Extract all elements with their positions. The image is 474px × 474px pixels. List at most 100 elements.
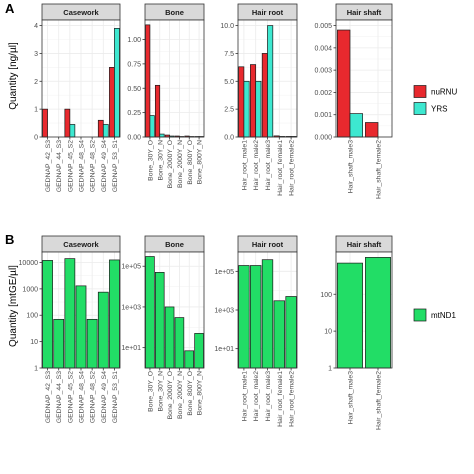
x-tick-label: Hair_root_female2 [289,140,296,196]
facet-title: Bone [165,240,184,249]
y-tick-label: 0.003 [314,68,332,75]
x-tick-label: Bone_800Y_O [187,371,194,416]
x-tick-label: GEDNAP_44_S3 [56,371,63,423]
x-tick-label: GEDNAP_53_S1 [112,140,119,192]
x-tick-label: GEDNAP_45_S2 [67,140,74,192]
panel-border [144,19,205,138]
bar-yrs-7 [114,28,120,138]
bar-yrs-3 [69,124,76,138]
bar-mtnd1-2 [154,272,165,369]
bar-mtnd1-5 [184,350,195,369]
bar-mtnd1-2 [250,265,262,369]
bar-yrs-6 [102,124,109,138]
y-tick-label: 1 [328,366,332,373]
bar-nurnu-1 [145,24,151,138]
x-tick-label: Hair_shaft_male3 [348,371,355,424]
y-tick-label: 0.0 [224,135,234,142]
bar-yrs-2 [159,133,165,138]
y-tick-label: 100 [320,292,332,299]
bar-mtnd1-7 [109,259,120,369]
x-tick-label: Hair_shaft_male3 [348,140,355,193]
bar-yrs-1 [243,80,250,138]
x-tick-label: Bone_2000Y_N [177,371,184,419]
y-tick-label: 10 [324,329,332,336]
bar-mtnd1-4 [174,317,185,369]
bar-mtnd1-6 [97,291,109,369]
bar-mtnd1-2 [53,318,65,369]
bar-mtnd1-1 [337,262,363,369]
legend-label-nurnu: nuRNU [431,88,457,97]
y-tick-label: 1e+05 [214,269,234,276]
legend-1: nuRNU YRS [413,85,457,115]
panel-border [335,251,393,369]
y-tick-label: 0.002 [314,90,332,97]
panel-letter-a: A [5,1,15,16]
x-tick-label: Hair_root_male2 [253,140,260,190]
x-tick-label: Hair_root_male2 [253,371,260,421]
x-tick-label: Hair_root_male1 [241,371,248,421]
bar-mtnd1-4 [273,300,285,369]
panel-letter-b: B [5,232,14,247]
bar-mtnd1-3 [164,306,175,369]
bar-mtnd1-1 [42,260,53,369]
bar-mtnd1-6 [194,333,204,369]
x-tick-label: GEDNAP_44_S3 [56,140,63,192]
x-tick-label: Bone_800Y_N [197,371,204,415]
y-tick-label: 2 [34,79,38,86]
bar-nurnu-2 [154,84,161,138]
x-tick-label: GEDNAP_53_S1 [112,371,119,423]
facet-2: Bone 0.00 0.25 0.50 0.75 1.00 Bone_30Y_O Bone_3… [127,3,205,188]
bar-mtnd1-4 [75,285,87,369]
y-tick-label: 5.0 [224,79,234,86]
x-tick-label: Bone_30Y_O [147,371,154,412]
x-tick-label: GEDNAP_48_S4 [79,140,86,192]
x-tick-label: Hair_root_male1 [241,140,248,190]
y-tick-label: 7.5 [224,51,234,58]
bar-nurnu-2 [250,64,257,138]
x-tick-label: Bone_2000Y_O [167,371,174,419]
legends: nuRNU YRS mtND1 [413,85,457,322]
legend-key-mtnd1 [413,308,427,322]
bar-nurnu-7 [109,67,115,138]
panel-border [335,19,393,138]
x-tick-label: GEDNAP_45_S2 [67,371,74,423]
x-tick-label: GEDNAP_49_S4 [101,371,108,423]
x-tick-label: Bone_800Y_N [197,140,204,184]
y-tick-label: 10.0 [220,23,234,30]
bar-yrs-1 [349,113,363,138]
x-tick-label: GEDNAP_42_S3 [45,371,52,423]
y-tick-label: 0.00 [127,135,141,142]
facet-title: Hair root [252,8,284,17]
legend-label-mtnd1: mtND1 [431,311,456,320]
y-tick-label: 0.001 [314,112,332,119]
facet-title: Bone [165,8,184,17]
bar-nurnu-3 [261,53,268,138]
legend-label-yrs: YRS [431,105,447,114]
facet-7: Hair root 1e+01 1e+03 1e+05 Hair_root_male1 H… [214,235,298,427]
bar-nurnu-2 [365,122,379,138]
y-tick-label: 1.00 [127,37,141,44]
bar-nurnu-1 [42,108,48,138]
y-axis-label-a: Quantity [ng/µl] [8,42,19,110]
facet-title: Hair shaft [347,240,382,249]
y-tick-label: 0.75 [127,61,141,68]
y-tick-label: 10000 [19,260,39,267]
y-tick-label: 0.25 [127,110,141,117]
x-tick-label: GEDNAP_42_S3 [45,140,52,192]
y-tick-label: 1e+03 [121,304,141,311]
x-tick-label: Hair_root_female1 [277,140,284,196]
bar-yrs-1 [149,115,155,138]
y-tick-label: 3 [34,51,38,58]
legend-key-yrs [413,102,427,115]
x-tick-label: Hair_root_male3 [265,371,272,421]
bar-mtnd1-3 [64,258,76,369]
x-tick-label: Hair_shaft_female2 [376,371,383,430]
x-tick-label: Hair_shaft_female2 [376,140,383,199]
facet-8: Hair shaft 1 10 100 Hair_shaft_male3 Hair_sha… [320,235,393,430]
x-tick-label: Bone_30Y_N [157,140,164,181]
facet-5: Casework 1 10 100 1000 10000 GEDNAP_42_S3 GEDNA… [19,235,121,423]
facet-title: Casework [63,240,99,249]
y-tick-label: 0.50 [127,86,141,93]
x-tick-label: Hair_root_female2 [289,371,296,427]
